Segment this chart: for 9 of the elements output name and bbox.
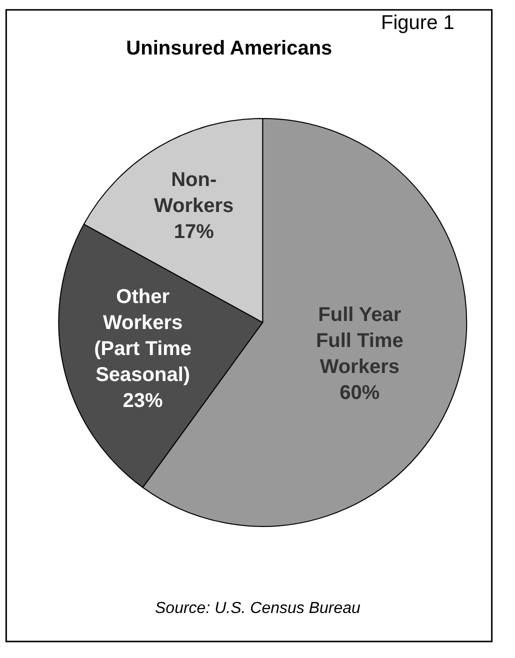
data-label: 23% <box>122 390 164 412</box>
slice-label: Other Workers (Part Time Seasonal) <box>94 286 192 386</box>
caption: Figure 1 <box>381 12 454 34</box>
data-label: 17% <box>174 221 214 244</box>
chart-title: Uninsured Americans <box>126 37 332 60</box>
slice-label: Full Year Full Time Workers <box>316 304 404 378</box>
slice-label: Non- Workers <box>154 169 234 218</box>
data-label: 60% <box>340 382 380 404</box>
source-note: Source: U.S. Census Bureau <box>155 600 361 617</box>
